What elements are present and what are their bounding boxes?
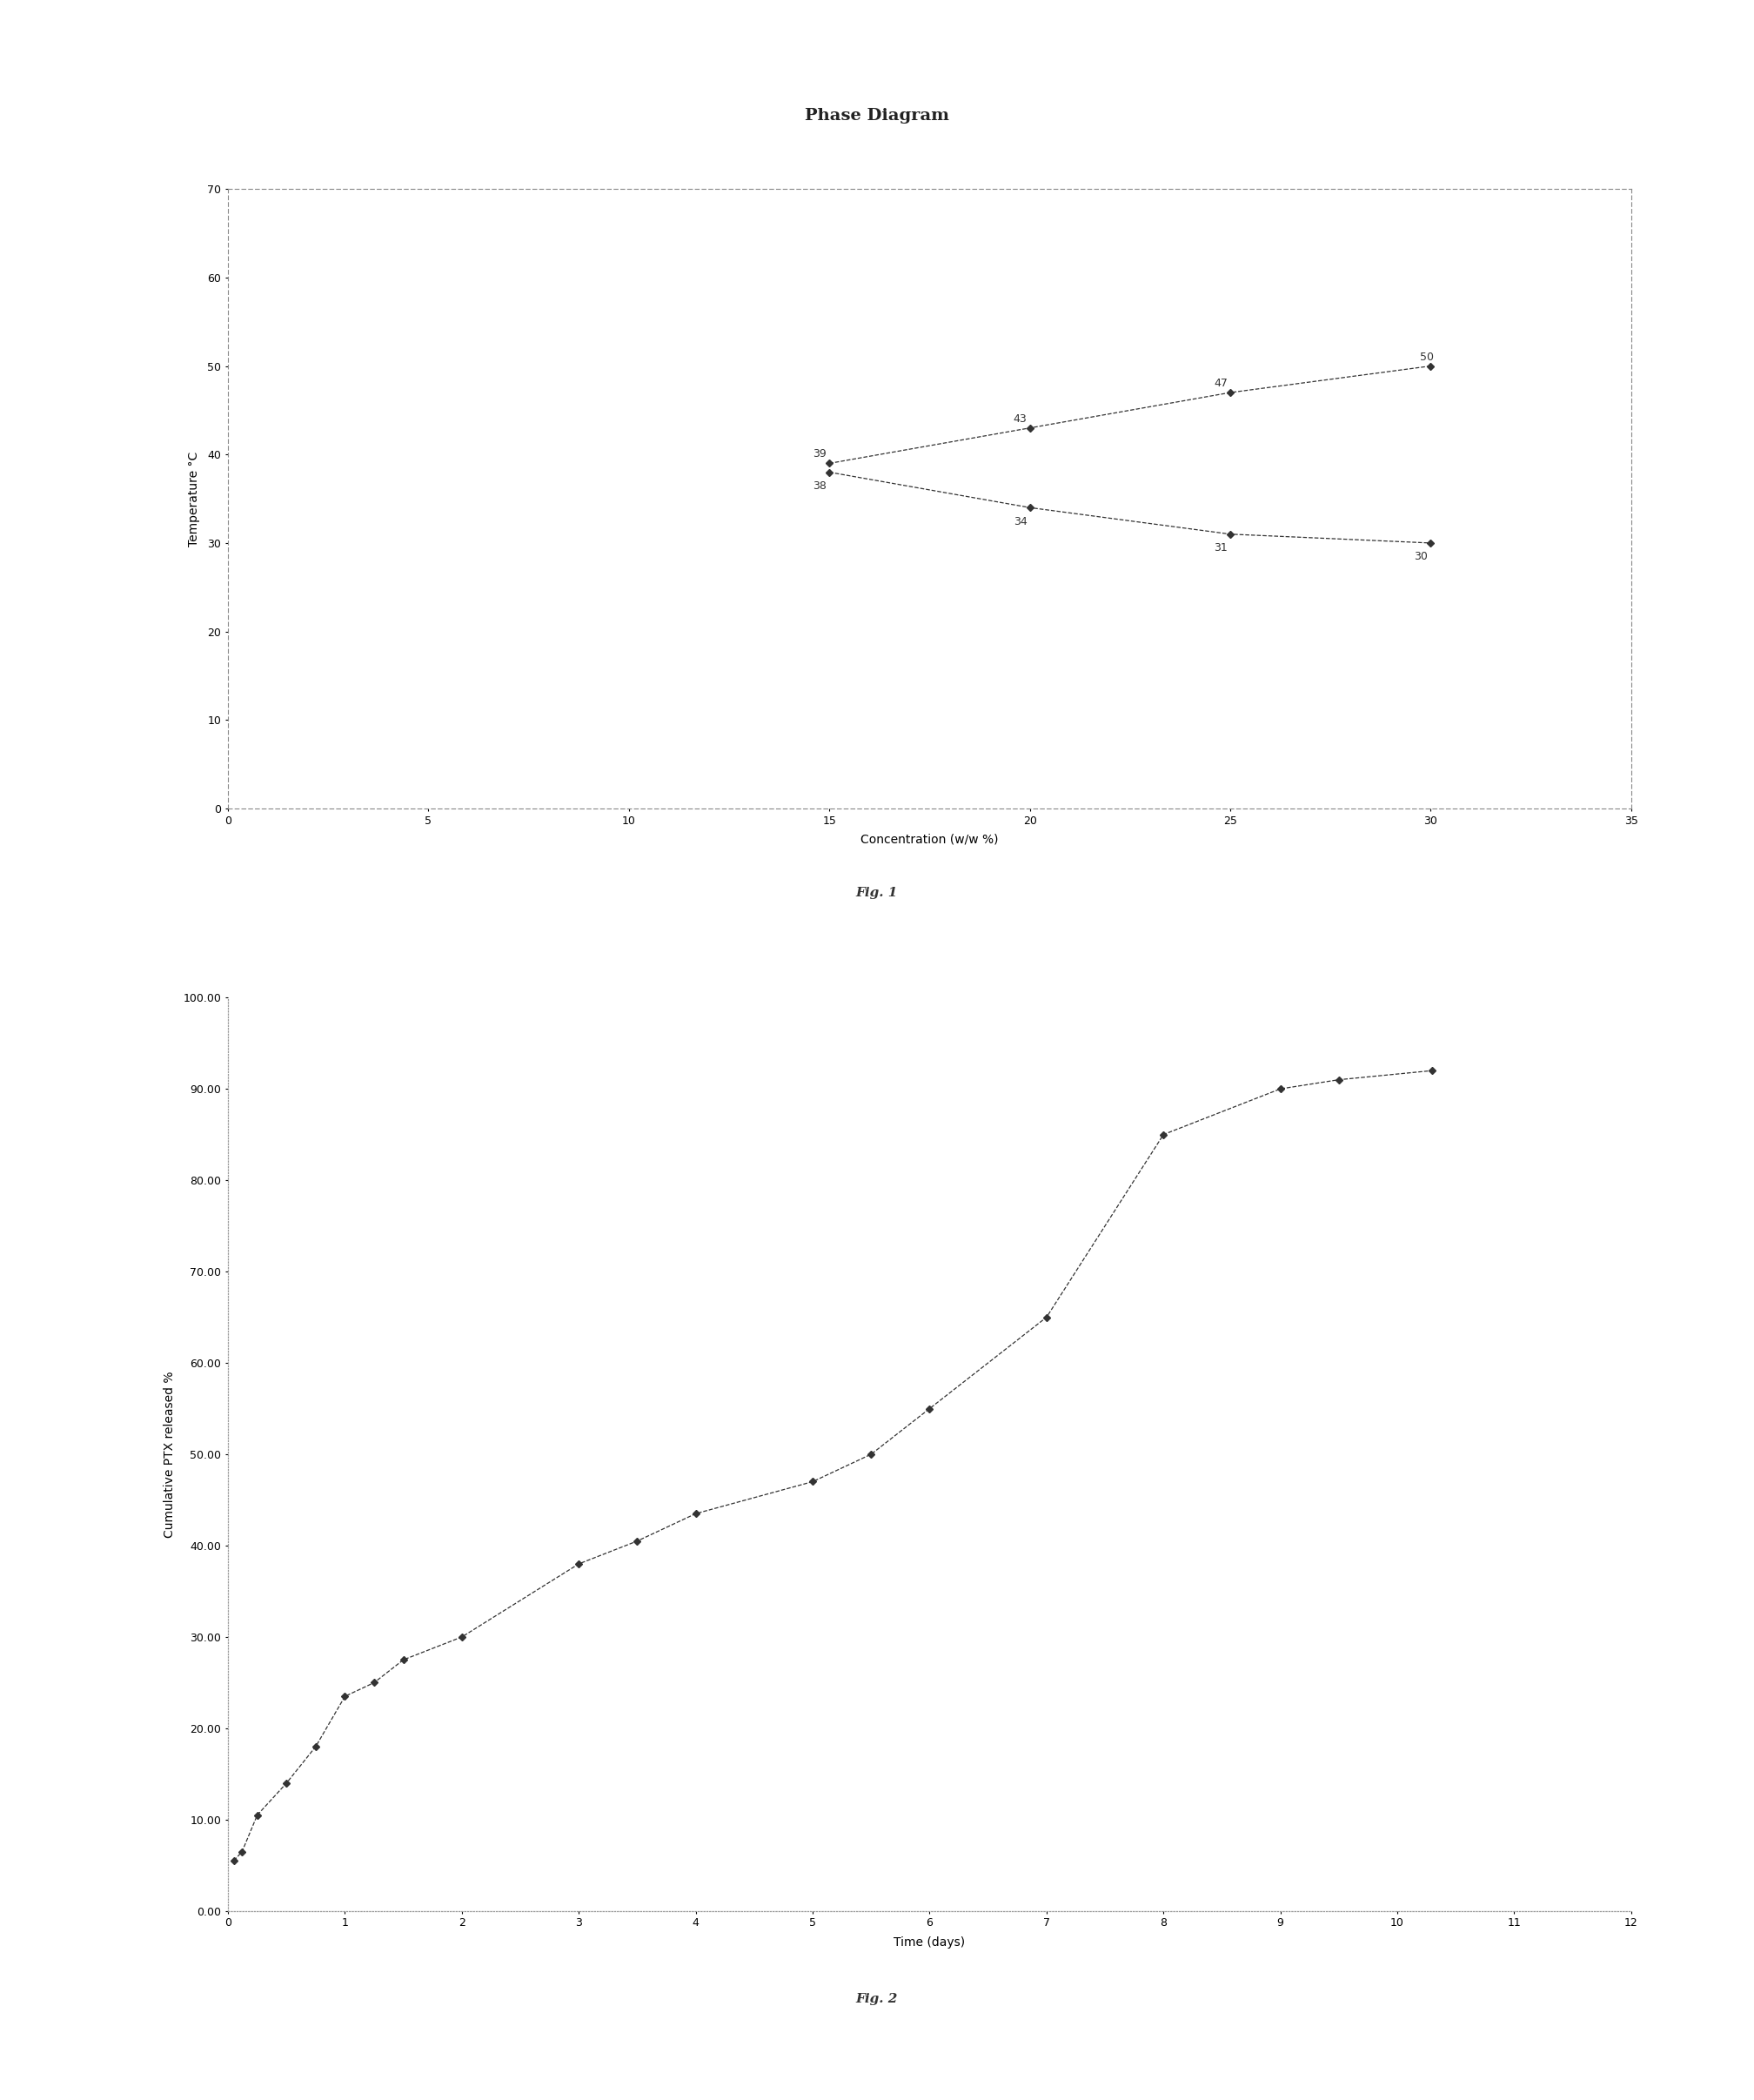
X-axis label: Concentration (w/w %): Concentration (w/w %) — [861, 834, 998, 846]
Text: 34: 34 — [1014, 517, 1028, 527]
Text: 38: 38 — [812, 481, 826, 491]
X-axis label: Time (days): Time (days) — [895, 1936, 965, 1949]
Text: 43: 43 — [1014, 414, 1028, 424]
Y-axis label: Temperature °C: Temperature °C — [188, 451, 200, 546]
Text: Fig. 2: Fig. 2 — [856, 1993, 898, 2005]
Text: 39: 39 — [812, 449, 826, 460]
Text: Phase Diagram: Phase Diagram — [805, 107, 949, 124]
Text: 31: 31 — [1214, 542, 1228, 554]
Text: 30: 30 — [1414, 550, 1428, 563]
Text: 50: 50 — [1421, 351, 1435, 363]
Text: 47: 47 — [1214, 378, 1228, 388]
Y-axis label: Cumulative PTX released %: Cumulative PTX released % — [163, 1371, 175, 1537]
Text: Fig. 1: Fig. 1 — [856, 886, 898, 899]
